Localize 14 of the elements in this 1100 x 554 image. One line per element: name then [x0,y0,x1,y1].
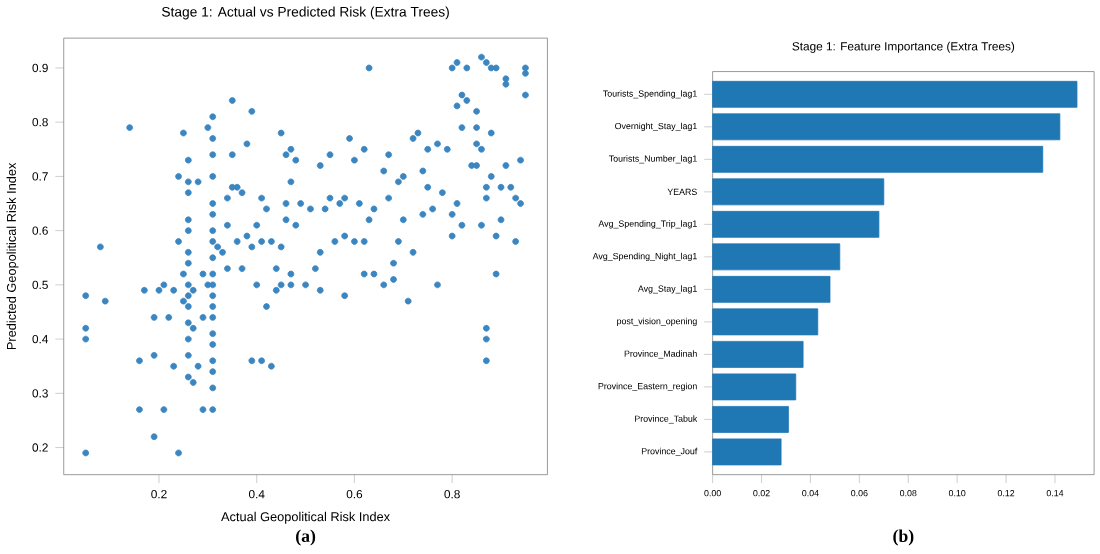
bar [712,211,880,239]
bar [712,243,841,271]
bar [712,341,804,369]
bar [712,373,797,401]
bar [712,308,819,336]
bar [712,438,782,466]
bar [712,146,1044,174]
bar [712,406,789,434]
text: (b) [893,529,914,546]
bar [712,178,885,206]
bar [712,81,1078,109]
bar [712,113,1061,141]
text: (a) [296,529,316,546]
bar [712,276,831,304]
